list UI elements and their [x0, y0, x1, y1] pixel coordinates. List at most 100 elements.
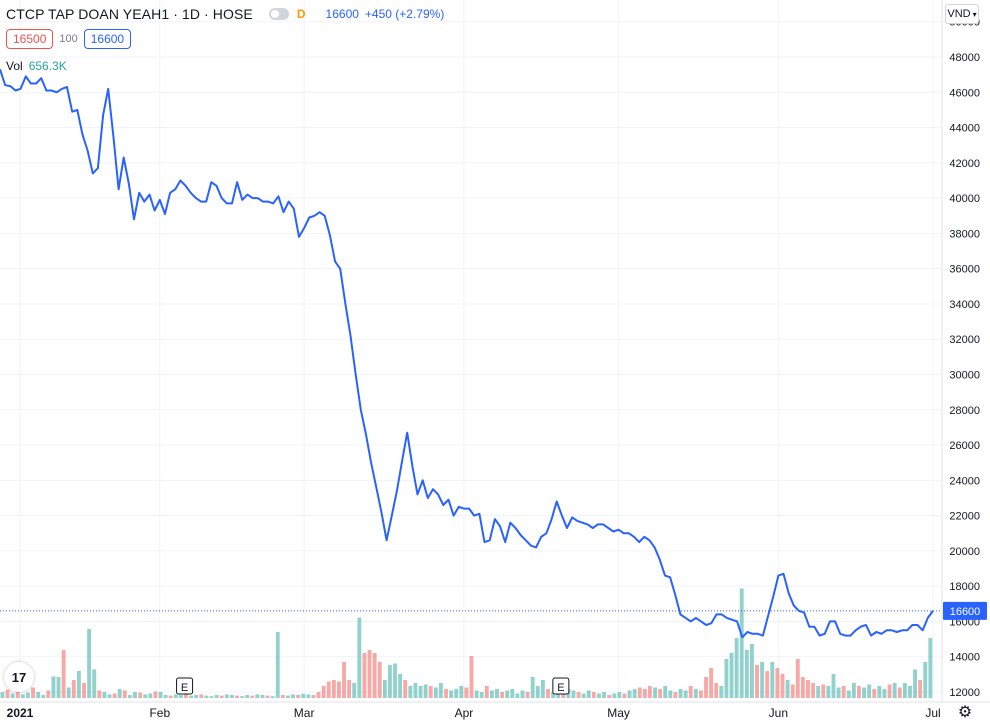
currency-selector[interactable]: VND ▾ — [945, 4, 979, 24]
volume-bar — [449, 690, 454, 698]
volume-bar — [214, 695, 219, 698]
volume-bar — [362, 653, 367, 698]
volume-bar — [31, 687, 35, 698]
volume-bar — [704, 677, 708, 698]
volume-bar — [770, 662, 775, 698]
price-tick-label: 32000 — [949, 334, 980, 346]
chevron-down-icon: ▾ — [972, 9, 977, 19]
volume-bar — [209, 696, 214, 698]
volume-bar — [87, 629, 92, 698]
volume-bar — [178, 695, 183, 698]
volume-bar — [734, 638, 739, 698]
volume-bar — [495, 689, 499, 698]
volume-bar — [408, 686, 413, 698]
volume-bar — [841, 686, 846, 698]
volume-bar — [683, 690, 688, 698]
volume-bar — [862, 687, 867, 698]
volume-bar — [56, 677, 61, 698]
volume-bar — [229, 695, 234, 698]
volume-bar — [393, 663, 397, 698]
volume-bar — [117, 689, 122, 698]
volume-bar — [41, 695, 46, 698]
volume-bar — [260, 695, 265, 698]
volume-bar — [668, 690, 673, 698]
tradingview-logo-icon[interactable]: 17 — [4, 662, 34, 692]
volume-bar — [795, 659, 800, 698]
volume-bar — [163, 695, 168, 698]
time-tick-label: Mar — [294, 706, 315, 720]
volume-bar — [913, 669, 918, 698]
volume-bar — [423, 684, 428, 698]
volume-bar — [602, 692, 607, 698]
volume-bar — [775, 668, 780, 698]
volume-bar — [398, 674, 403, 698]
volume-bars — [0, 588, 933, 698]
volume-bar — [158, 692, 163, 698]
volume-bar — [586, 690, 591, 698]
volume-bar — [219, 695, 224, 698]
volume-bar — [673, 692, 678, 698]
volume-bar — [311, 695, 316, 698]
volume-bar — [484, 686, 489, 698]
volume-bar — [551, 692, 556, 698]
price-tick-label: 30000 — [949, 370, 980, 382]
earnings-marker: E — [176, 677, 194, 695]
volume-bar — [204, 695, 209, 698]
volume-bar — [92, 669, 97, 698]
volume-bar — [255, 694, 260, 698]
price-tick-label: 18000 — [949, 581, 980, 593]
interval-badge[interactable]: D — [296, 7, 306, 21]
volume-label: Vol — [6, 59, 23, 73]
volume-bar — [382, 680, 387, 698]
volume-bar — [107, 694, 112, 698]
volume-bar — [851, 683, 856, 698]
volume-bar — [739, 588, 744, 698]
volume-bar — [765, 671, 770, 698]
volume-bar — [831, 674, 836, 698]
volume-bar — [387, 665, 392, 698]
volume-bar — [138, 692, 143, 698]
volume-bar — [133, 692, 137, 698]
time-tick-label: 2021 — [7, 706, 34, 720]
volume-bar — [872, 689, 877, 698]
volume-bar — [301, 693, 306, 698]
volume-bar — [489, 690, 494, 698]
currency-label: VND — [947, 8, 971, 20]
volume-bar — [637, 687, 642, 698]
volume-bar — [500, 692, 505, 698]
volume-bar — [240, 696, 245, 698]
volume-bar — [342, 662, 346, 698]
volume-bar — [836, 687, 841, 698]
volume-bar — [780, 674, 785, 698]
price-change: 16600 +450 (+2.79%) — [326, 7, 445, 21]
price-tick-label: 14000 — [949, 652, 980, 664]
price-line — [0, 68, 934, 639]
volume-bar — [275, 632, 280, 698]
spread-quantity: 100 — [59, 33, 78, 45]
volume-bar — [51, 676, 56, 698]
volume-legend: Vol 656.3K — [6, 59, 67, 73]
volume-bar — [112, 693, 117, 698]
volume-bar — [617, 692, 622, 698]
volume-bar — [71, 680, 76, 698]
volume-bar — [331, 680, 336, 698]
volume-bar — [321, 686, 326, 698]
volume-bar — [438, 683, 443, 698]
bid-button[interactable]: 16500 — [6, 29, 54, 49]
volume-bar — [459, 686, 464, 698]
volume-bar — [846, 690, 851, 698]
volume-bar — [433, 687, 438, 698]
volume-bar — [902, 683, 907, 698]
volume-bar — [571, 690, 576, 698]
time-axis: 2021FebMarAprMayJunJulAugSep — [0, 701, 990, 720]
volume-bar — [291, 694, 296, 698]
volume-bar — [20, 694, 25, 698]
earnings-marker-label: E — [557, 682, 564, 694]
volume-bar — [286, 695, 290, 698]
ask-button[interactable]: 16600 — [83, 29, 132, 49]
visibility-toggle[interactable] — [268, 8, 289, 20]
gear-icon[interactable]: ⚙ — [957, 704, 973, 721]
volume-bar — [918, 680, 923, 698]
price-tick-label: 36000 — [949, 264, 980, 276]
